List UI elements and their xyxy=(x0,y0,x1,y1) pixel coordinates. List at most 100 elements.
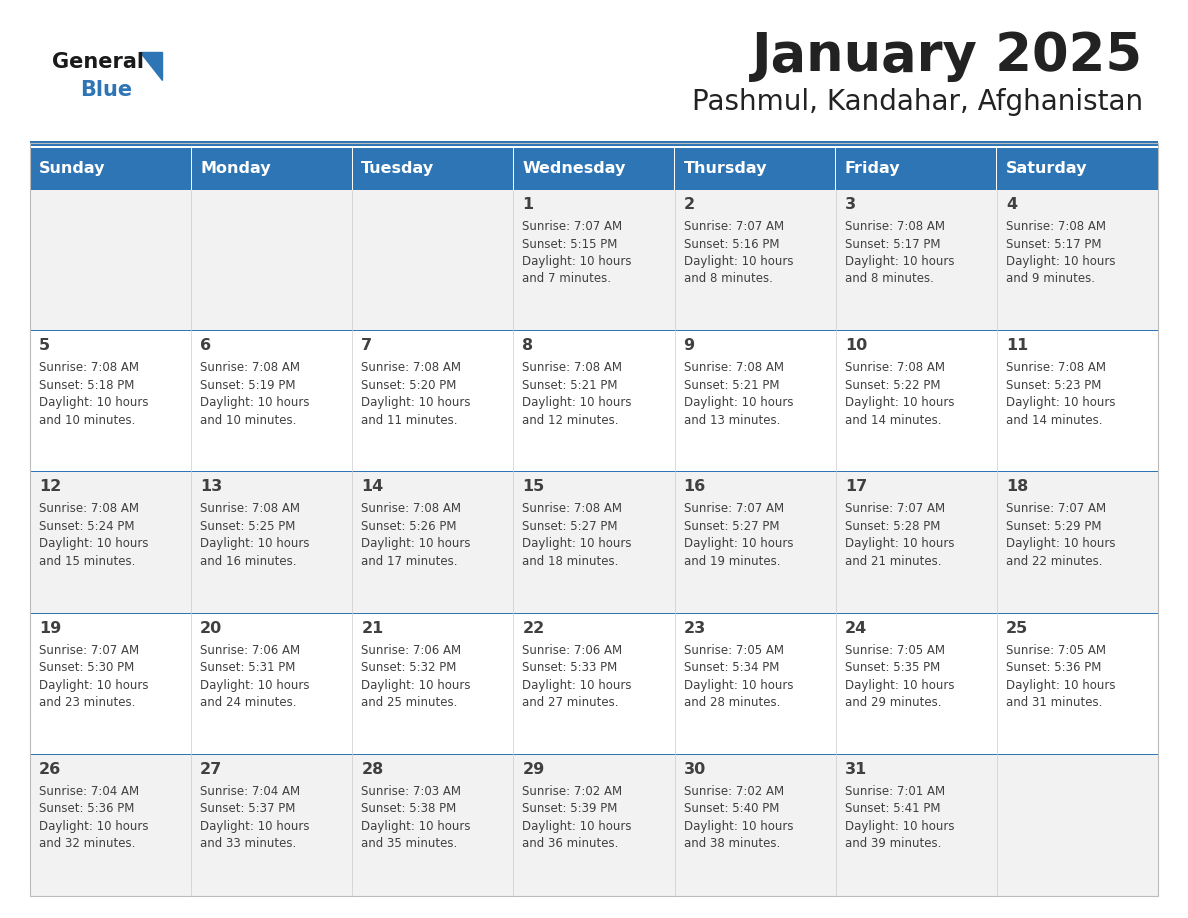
Text: Sunset: 5:24 PM: Sunset: 5:24 PM xyxy=(39,520,134,533)
Text: Daylight: 10 hours: Daylight: 10 hours xyxy=(845,678,954,691)
Text: Sunrise: 7:03 AM: Sunrise: 7:03 AM xyxy=(361,785,461,798)
Text: and 23 minutes.: and 23 minutes. xyxy=(39,696,135,709)
Text: and 31 minutes.: and 31 minutes. xyxy=(1006,696,1102,709)
Text: Wednesday: Wednesday xyxy=(523,162,626,176)
Text: Sunrise: 7:06 AM: Sunrise: 7:06 AM xyxy=(523,644,623,656)
Text: Sunset: 5:20 PM: Sunset: 5:20 PM xyxy=(361,379,456,392)
Text: 25: 25 xyxy=(1006,621,1028,635)
Text: and 8 minutes.: and 8 minutes. xyxy=(683,273,772,285)
Text: Daylight: 10 hours: Daylight: 10 hours xyxy=(523,820,632,833)
Bar xyxy=(30,473,191,613)
Text: Sunrise: 7:08 AM: Sunrise: 7:08 AM xyxy=(683,361,784,375)
Text: Sunrise: 7:05 AM: Sunrise: 7:05 AM xyxy=(845,644,944,656)
Bar xyxy=(30,612,1158,616)
Text: 10: 10 xyxy=(845,338,867,353)
Text: Daylight: 10 hours: Daylight: 10 hours xyxy=(200,678,310,691)
Text: Sunset: 5:19 PM: Sunset: 5:19 PM xyxy=(200,379,296,392)
Bar xyxy=(30,754,1158,756)
Text: 30: 30 xyxy=(683,762,706,777)
Bar xyxy=(513,473,675,613)
Text: and 17 minutes.: and 17 minutes. xyxy=(361,554,457,568)
Text: Sunrise: 7:08 AM: Sunrise: 7:08 AM xyxy=(523,502,623,515)
Text: and 35 minutes.: and 35 minutes. xyxy=(361,837,457,850)
Bar xyxy=(191,473,353,613)
Text: Sunrise: 7:08 AM: Sunrise: 7:08 AM xyxy=(39,361,139,375)
Text: 31: 31 xyxy=(845,762,867,777)
Bar xyxy=(513,755,675,896)
Text: and 38 minutes.: and 38 minutes. xyxy=(683,837,779,850)
Text: Sunrise: 7:01 AM: Sunrise: 7:01 AM xyxy=(845,785,944,798)
Text: Daylight: 10 hours: Daylight: 10 hours xyxy=(361,397,470,409)
Text: Sunset: 5:25 PM: Sunset: 5:25 PM xyxy=(200,520,296,533)
Text: 2: 2 xyxy=(683,197,695,212)
Text: Daylight: 10 hours: Daylight: 10 hours xyxy=(39,678,148,691)
Text: Sunset: 5:15 PM: Sunset: 5:15 PM xyxy=(523,238,618,251)
Text: Daylight: 10 hours: Daylight: 10 hours xyxy=(39,537,148,551)
Text: Daylight: 10 hours: Daylight: 10 hours xyxy=(39,820,148,833)
Text: Sunset: 5:22 PM: Sunset: 5:22 PM xyxy=(845,379,940,392)
Text: Daylight: 10 hours: Daylight: 10 hours xyxy=(200,820,310,833)
Bar xyxy=(30,613,191,755)
Polygon shape xyxy=(140,52,162,80)
Bar xyxy=(675,613,835,755)
Bar xyxy=(353,473,513,613)
Bar xyxy=(835,331,997,473)
Text: Daylight: 10 hours: Daylight: 10 hours xyxy=(683,820,794,833)
Text: 26: 26 xyxy=(39,762,62,777)
Text: Daylight: 10 hours: Daylight: 10 hours xyxy=(845,537,954,551)
Text: and 12 minutes.: and 12 minutes. xyxy=(523,414,619,427)
Text: and 14 minutes.: and 14 minutes. xyxy=(845,414,941,427)
Text: Thursday: Thursday xyxy=(683,162,767,176)
Text: Sunset: 5:38 PM: Sunset: 5:38 PM xyxy=(361,802,456,815)
Text: Daylight: 10 hours: Daylight: 10 hours xyxy=(361,537,470,551)
Text: and 9 minutes.: and 9 minutes. xyxy=(1006,273,1095,285)
Bar xyxy=(997,613,1158,755)
Text: Daylight: 10 hours: Daylight: 10 hours xyxy=(523,255,632,268)
Text: Sunrise: 7:07 AM: Sunrise: 7:07 AM xyxy=(39,644,139,656)
Bar xyxy=(191,190,353,331)
Text: Sunset: 5:17 PM: Sunset: 5:17 PM xyxy=(1006,238,1101,251)
Text: Sunrise: 7:02 AM: Sunrise: 7:02 AM xyxy=(523,785,623,798)
Text: Daylight: 10 hours: Daylight: 10 hours xyxy=(683,255,794,268)
Text: and 29 minutes.: and 29 minutes. xyxy=(845,696,941,709)
Text: and 10 minutes.: and 10 minutes. xyxy=(200,414,297,427)
Text: Sunset: 5:23 PM: Sunset: 5:23 PM xyxy=(1006,379,1101,392)
Text: Sunset: 5:36 PM: Sunset: 5:36 PM xyxy=(39,802,134,815)
Text: Daylight: 10 hours: Daylight: 10 hours xyxy=(523,678,632,691)
Text: Friday: Friday xyxy=(845,162,901,176)
Bar xyxy=(513,331,675,473)
Bar xyxy=(675,148,835,190)
Text: Sunset: 5:32 PM: Sunset: 5:32 PM xyxy=(361,661,456,674)
Text: and 11 minutes.: and 11 minutes. xyxy=(361,414,457,427)
Text: Daylight: 10 hours: Daylight: 10 hours xyxy=(683,397,794,409)
Text: 21: 21 xyxy=(361,621,384,635)
Text: 4: 4 xyxy=(1006,197,1017,212)
Text: and 36 minutes.: and 36 minutes. xyxy=(523,837,619,850)
Text: 18: 18 xyxy=(1006,479,1028,495)
Text: Sunset: 5:39 PM: Sunset: 5:39 PM xyxy=(523,802,618,815)
Text: 8: 8 xyxy=(523,338,533,353)
Bar xyxy=(835,190,997,331)
Bar xyxy=(997,473,1158,613)
Text: Sunset: 5:17 PM: Sunset: 5:17 PM xyxy=(845,238,940,251)
Text: Sunrise: 7:05 AM: Sunrise: 7:05 AM xyxy=(1006,644,1106,656)
Text: Daylight: 10 hours: Daylight: 10 hours xyxy=(200,397,310,409)
Bar xyxy=(191,331,353,473)
Text: Sunset: 5:31 PM: Sunset: 5:31 PM xyxy=(200,661,296,674)
Text: Tuesday: Tuesday xyxy=(361,162,435,176)
Text: and 32 minutes.: and 32 minutes. xyxy=(39,837,135,850)
Text: Daylight: 10 hours: Daylight: 10 hours xyxy=(39,397,148,409)
Bar xyxy=(997,755,1158,896)
Text: Sunset: 5:27 PM: Sunset: 5:27 PM xyxy=(683,520,779,533)
Bar xyxy=(30,330,1158,333)
Text: 15: 15 xyxy=(523,479,544,495)
Text: 19: 19 xyxy=(39,621,62,635)
Text: 22: 22 xyxy=(523,621,544,635)
Text: Sunset: 5:16 PM: Sunset: 5:16 PM xyxy=(683,238,779,251)
Text: Sunrise: 7:07 AM: Sunrise: 7:07 AM xyxy=(683,502,784,515)
Bar xyxy=(353,190,513,331)
Text: 3: 3 xyxy=(845,197,855,212)
Text: Sunset: 5:37 PM: Sunset: 5:37 PM xyxy=(200,802,296,815)
Text: Daylight: 10 hours: Daylight: 10 hours xyxy=(683,537,794,551)
Text: Sunrise: 7:08 AM: Sunrise: 7:08 AM xyxy=(200,361,301,375)
